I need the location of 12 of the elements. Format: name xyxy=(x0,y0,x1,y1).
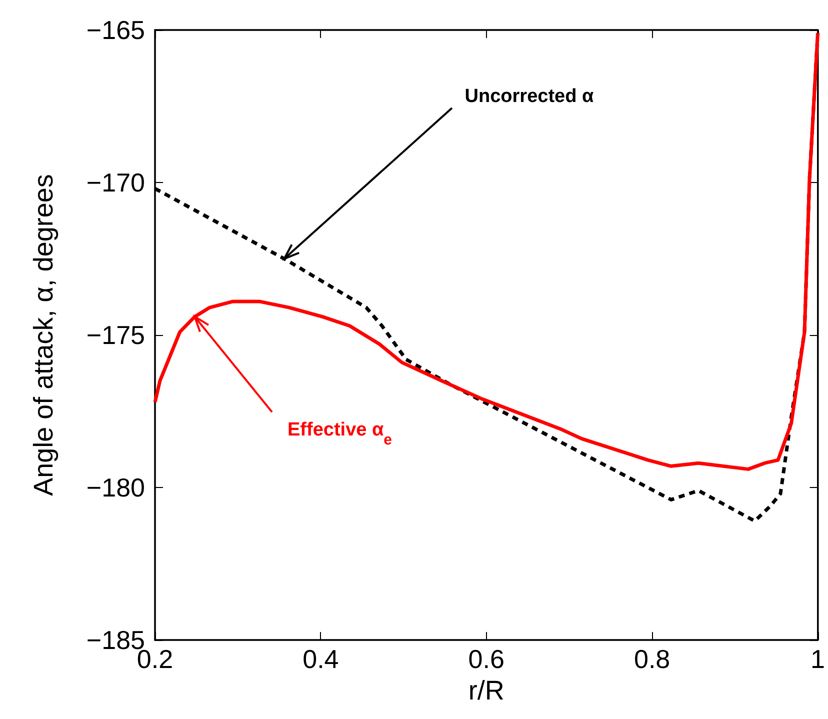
y-tick-label: −175 xyxy=(86,320,145,350)
annotation: Effective α$_{e}$ xyxy=(288,420,392,448)
y-tick-label: −170 xyxy=(86,168,145,198)
x-axis-title: r/R xyxy=(468,675,504,706)
y-tick-label: −165 xyxy=(86,15,145,45)
annotation: Uncorrected α xyxy=(464,86,594,107)
x-tick-label: 0.8 xyxy=(634,644,670,674)
y-axis-title: Angle of attack, α, degrees xyxy=(28,174,58,496)
x-tick-label: 0.6 xyxy=(468,644,504,674)
y-tick-label: −180 xyxy=(86,472,145,502)
x-tick-label: 0.4 xyxy=(302,644,339,674)
x-tick-label: 1 xyxy=(810,644,826,674)
